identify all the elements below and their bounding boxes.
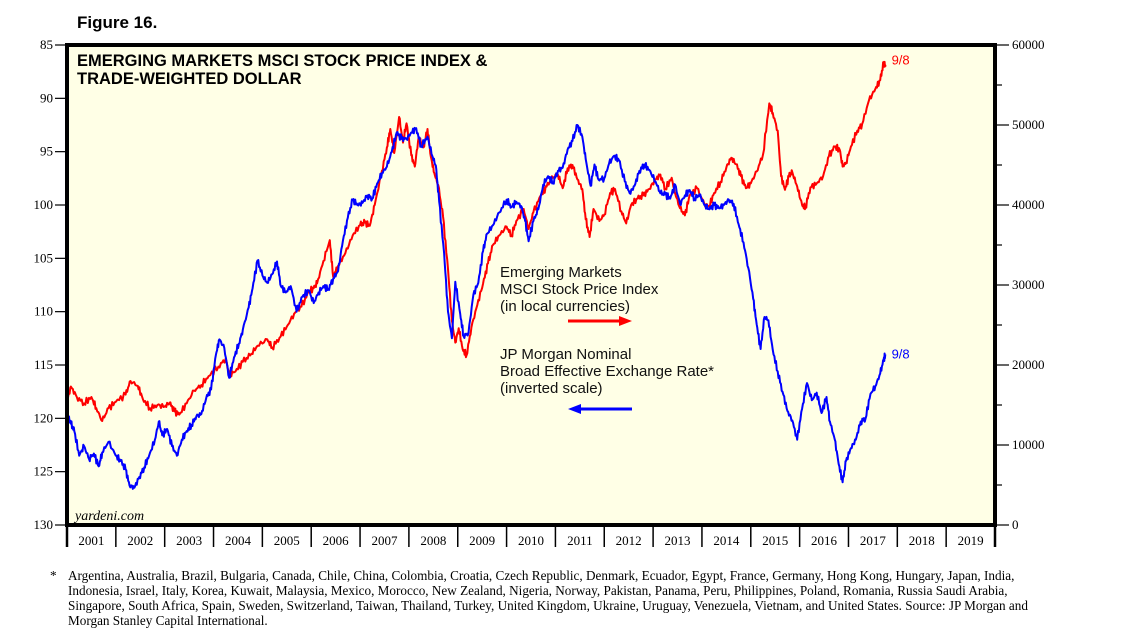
- x-axis-tick-label: 2004: [225, 533, 252, 548]
- x-axis-tick-label: 2001: [78, 533, 104, 548]
- x-axis-tick-label: 2009: [469, 533, 495, 548]
- x-axis-tick-label: 2013: [665, 533, 691, 548]
- left-axis-tick-label: 105: [34, 250, 54, 265]
- chart: 9/8 9/8 85 90 95 100 105 110 115 120 125 130 0 10000…: [34, 37, 1045, 548]
- x-axis-tick-label: 2016: [811, 533, 838, 548]
- right-axis-tick-label: 30000: [1012, 277, 1045, 292]
- left-axis-tick-label: 100: [34, 197, 54, 212]
- x-axis-tick-label: 2015: [762, 533, 788, 548]
- right-axis-tick-label: 60000: [1012, 37, 1045, 52]
- chart-title-line-1: EMERGING MARKETS MSCI STOCK PRICE INDEX …: [77, 52, 487, 70]
- x-axis-tick-label: 2011: [567, 533, 593, 548]
- x-axis-tick-label: 2003: [176, 533, 202, 548]
- chart-title-line-2: TRADE-WEIGHTED DOLLAR: [77, 70, 302, 88]
- x-axis-tick-label: 2014: [713, 533, 740, 548]
- x-axis-tick-label: 2008: [420, 533, 446, 548]
- left-axis-tick-label: 125: [34, 464, 54, 479]
- plot-background: [67, 45, 995, 525]
- msci-legend-text: (in local currencies): [500, 298, 630, 315]
- figure-label: Figure 16.: [77, 13, 158, 32]
- msci-legend-text: Emerging Markets: [500, 264, 622, 281]
- x-axis-tick-label: 2018: [909, 533, 935, 548]
- footnote-marker: *: [50, 568, 57, 583]
- x-axis-tick-label: 2007: [371, 533, 398, 548]
- x-axis-tick-label: 2012: [616, 533, 642, 548]
- arrow-left-icon: [568, 404, 581, 414]
- x-axis-tick-label: 2010: [518, 533, 544, 548]
- series-end-label: 9/8: [892, 53, 910, 68]
- right-axis-tick-label: 40000: [1012, 197, 1045, 212]
- left-axis-tick-label: 110: [34, 304, 53, 319]
- series-end-label: 9/8: [892, 346, 910, 361]
- dollar-legend-text: (inverted scale): [500, 380, 603, 397]
- msci-legend-text: MSCI Stock Price Index: [500, 281, 659, 298]
- dollar-legend-text: JP Morgan Nominal: [500, 346, 631, 363]
- left-axis-tick-label: 130: [34, 517, 54, 532]
- x-axis-tick-label: 2005: [274, 533, 300, 548]
- dollar-legend-text: Broad Effective Exchange Rate*: [500, 363, 714, 380]
- series-layer: 9/8 9/8: [66, 53, 910, 490]
- watermark: yardeni.com: [73, 509, 144, 524]
- footnote-text: Argentina, Australia, Brazil, Bulgaria, …: [68, 568, 1028, 628]
- left-axis-tick-label: 90: [40, 90, 53, 105]
- x-axis-tick-label: 2002: [127, 533, 153, 548]
- footnote: * Argentina, Australia, Brazil, Bulgaria…: [50, 568, 1050, 628]
- left-axis-tick-label: 115: [34, 357, 53, 372]
- right-axis-tick-label: 50000: [1012, 117, 1045, 132]
- left-axis-tick-label: 85: [40, 37, 53, 52]
- right-axis-tick-label: 10000: [1012, 437, 1045, 452]
- left-axis-tick-label: 120: [34, 410, 54, 425]
- axes-layer: 85 90 95 100 105 110 115 120 125 130 0 10000 20000 30…: [34, 37, 1045, 548]
- right-axis-tick-label: 0: [1012, 517, 1019, 532]
- left-axis-tick-label: 95: [40, 144, 53, 159]
- series-line-dollar: [66, 124, 887, 490]
- right-axis-tick-label: 20000: [1012, 357, 1045, 372]
- x-axis-tick-label: 2019: [958, 533, 984, 548]
- x-axis-tick-label: 2017: [860, 533, 887, 548]
- arrow-right-icon: [619, 316, 632, 326]
- x-axis-tick-label: 2006: [323, 533, 350, 548]
